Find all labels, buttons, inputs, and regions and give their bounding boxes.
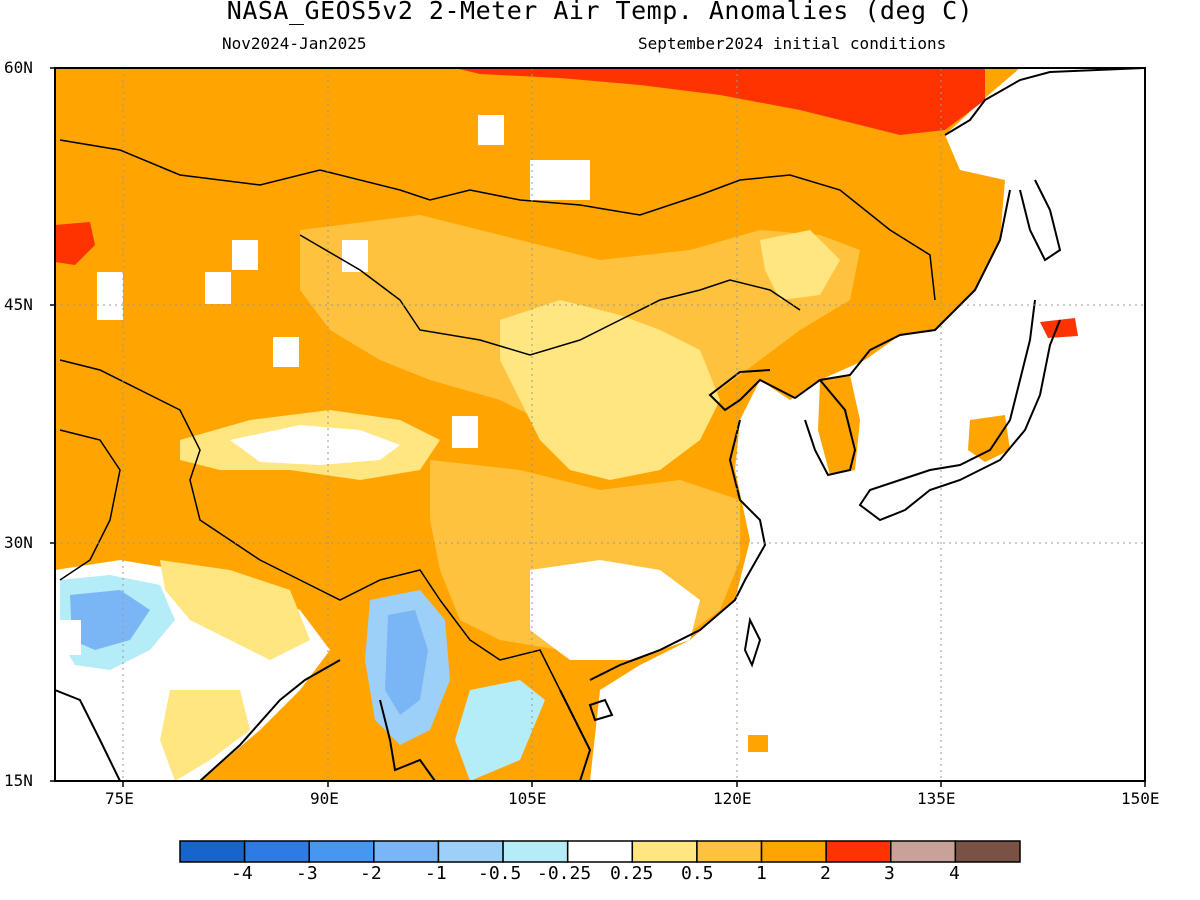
- lon-label: 105E: [508, 789, 547, 808]
- masked-lake: [452, 416, 478, 448]
- map-frame: [54, 67, 1146, 782]
- colorbar-swatch: [696, 840, 763, 863]
- anomaly-fill: [55, 68, 1145, 781]
- coastline: [804, 379, 857, 477]
- masked-lake: [232, 240, 258, 270]
- init-conditions-label: September2024 initial conditions: [638, 34, 947, 53]
- coastline: [589, 419, 767, 681]
- lat-label: 30N: [4, 533, 33, 552]
- axis-ticks: [50, 67, 1146, 787]
- colorbar-label: 4: [949, 863, 960, 884]
- colorbar-label: -3: [296, 863, 318, 884]
- masked-lake: [97, 272, 123, 320]
- masked-lake: [205, 272, 231, 304]
- anomaly-region-warm1-central: [500, 300, 720, 480]
- coastline-india-east: [199, 659, 341, 781]
- colorbar-swatch: [502, 840, 569, 863]
- lat-label: 45N: [4, 295, 33, 314]
- colorbar-swatch: [890, 840, 957, 863]
- colorbar-swatch: [437, 840, 504, 863]
- anomaly-region-neutral-tibet-core: [230, 425, 400, 465]
- anomaly-region-warm3-korea: [818, 375, 860, 475]
- colorbar-swatch: [631, 840, 698, 863]
- anomaly-region-neutral-east: [590, 68, 1145, 781]
- colorbar-label: -0.25: [537, 863, 592, 884]
- grid-lines: [55, 68, 1145, 781]
- colorbar-swatch: [825, 840, 892, 863]
- anomaly-region-warm3-japan: [968, 415, 1010, 462]
- colorbar-swatch: [308, 840, 375, 863]
- coastline-sakhalin: [1019, 179, 1062, 262]
- anomaly-region-neutral-south-china: [530, 560, 700, 660]
- lon-label: 90E: [310, 789, 339, 808]
- coastline-japan: [858, 299, 1061, 522]
- colorbar-label: -4: [231, 863, 253, 884]
- colorbar-label: 0.25: [610, 863, 654, 884]
- anomaly-region-warm3-taiwan: [748, 735, 768, 752]
- anomaly-region-warm1-india: [160, 560, 310, 660]
- masked-lake: [478, 115, 504, 145]
- coastline-taiwan: [743, 616, 762, 668]
- colorbar-label: -0.5: [478, 863, 522, 884]
- anomaly-region-hot-siberia: [455, 68, 985, 135]
- colorbar: [179, 840, 1021, 863]
- anomaly-region-cool3-india: [70, 590, 150, 650]
- colorbar-label: 3: [884, 863, 895, 884]
- colorbar-label: 1: [756, 863, 767, 884]
- colorbar-swatch: [954, 840, 1021, 863]
- lon-label: 135E: [917, 789, 956, 808]
- anomaly-region-cool3-myanmar: [385, 610, 428, 715]
- lon-label: 75E: [105, 789, 134, 808]
- coastline-hainan: [588, 698, 614, 722]
- colorbar-swatch: [179, 840, 246, 863]
- colorbar-swatch: [373, 840, 440, 863]
- border: [299, 234, 801, 356]
- coastlines-borders: [55, 68, 1145, 781]
- coastline-india: [55, 689, 121, 781]
- anomaly-region-hot-kazakhstan: [55, 222, 95, 265]
- valid-period-label: Nov2024-Jan2025: [222, 34, 367, 53]
- masked-lake: [55, 620, 81, 655]
- anomaly-region-hot-sakhalin: [1040, 318, 1078, 338]
- lat-label: 60N: [4, 58, 33, 77]
- border: [439, 599, 561, 691]
- map-title: NASA_GEOS5v2 2-Meter Air Temp. Anomalies…: [226, 0, 974, 25]
- lat-label: 15N: [4, 771, 33, 790]
- colorbar-swatch: [566, 840, 634, 863]
- lon-label: 120E: [713, 789, 752, 808]
- border: [59, 359, 441, 601]
- border: [59, 429, 121, 581]
- colorbar-label: -2: [360, 863, 382, 884]
- colorbar-label: 2: [820, 863, 831, 884]
- coastline: [944, 68, 1145, 136]
- anomaly-region-warm1-india-south: [160, 690, 250, 781]
- border: [59, 139, 936, 301]
- anomaly-region-cool1-indochina: [455, 680, 545, 781]
- coastline-indochina: [379, 699, 436, 781]
- masked-lake: [273, 337, 299, 367]
- coastline-vietnam: [559, 689, 592, 781]
- colorbar-label: -1: [425, 863, 447, 884]
- masked-lake: [530, 160, 590, 200]
- colorbar-label: 0.5: [681, 863, 714, 884]
- colorbar-swatch: [760, 840, 827, 863]
- anomaly-region-warm1-northeast: [760, 230, 840, 300]
- colorbar-swatch: [243, 840, 310, 863]
- lon-label: 150E: [1121, 789, 1160, 808]
